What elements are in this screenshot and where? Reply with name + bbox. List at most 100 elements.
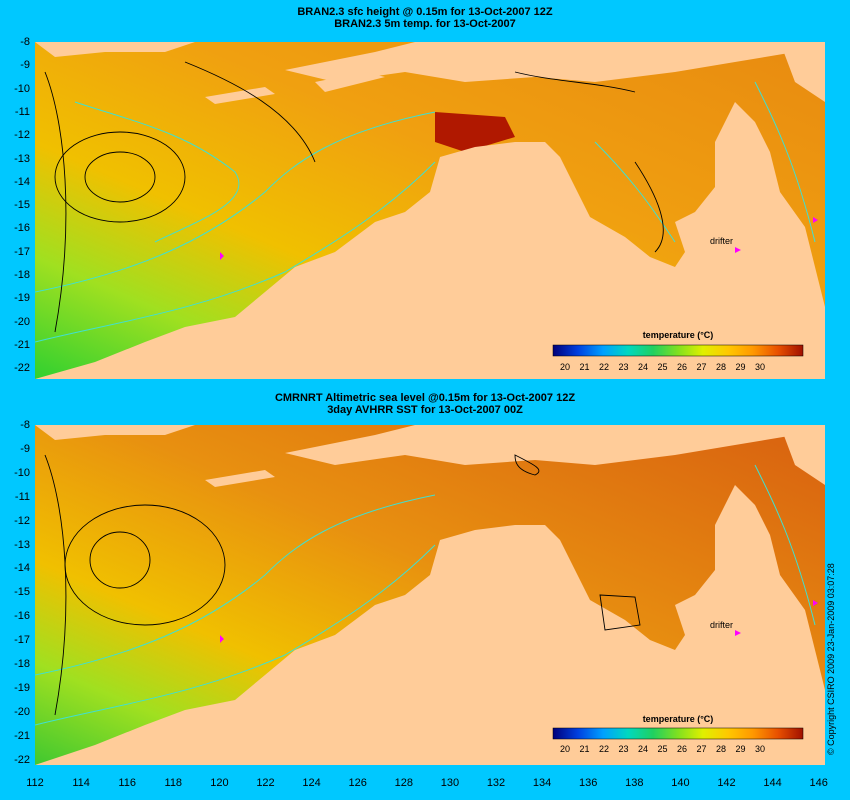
colorbar-tick-label: 28 bbox=[715, 362, 726, 372]
colorbar-tick-label: 22 bbox=[598, 744, 609, 754]
longitude-tick-label: 112 bbox=[26, 777, 44, 789]
longitude-tick-label: 132 bbox=[486, 777, 506, 789]
latitude-tick-label: -14 bbox=[14, 562, 30, 575]
drifter-label: drifter bbox=[710, 236, 734, 246]
colorbar-title: temperature (°C) bbox=[642, 714, 714, 724]
longitude-tick-label: 122 bbox=[256, 777, 275, 789]
black-height-contours bbox=[44, 454, 641, 716]
bottom-map-svg bbox=[35, 425, 825, 765]
top-panel-title-line2: BRAN2.3 5m temp. for 13-Oct-2007 bbox=[334, 18, 516, 30]
colorbar-tick-label: 29 bbox=[735, 744, 746, 754]
latitude-tick-label: -15 bbox=[14, 586, 30, 599]
latitude-tick-label: -8 bbox=[20, 419, 30, 431]
latitude-tick-label: -16 bbox=[14, 222, 30, 235]
small-island bbox=[205, 470, 275, 487]
latitude-tick-label: -13 bbox=[14, 152, 30, 165]
small-island bbox=[315, 72, 385, 92]
longitude-tick-label: 120 bbox=[210, 777, 229, 789]
drifter-marker bbox=[220, 252, 224, 260]
cyan-contours bbox=[35, 464, 816, 726]
drifter-label: drifter bbox=[710, 620, 734, 630]
timor-island bbox=[285, 425, 825, 465]
latitude-tick-label: -17 bbox=[14, 245, 30, 258]
longitude-tick-label: 124 bbox=[302, 777, 321, 789]
latitude-tick-label: -9 bbox=[20, 59, 30, 72]
bottom-panel-title-line1: CMRNRT Altimetric sea level @0.15m for 1… bbox=[274, 392, 576, 404]
colorbar-tick-label: 21 bbox=[579, 744, 590, 754]
longitude-tick-label: 128 bbox=[394, 777, 413, 789]
colorbar-tick-label: 20 bbox=[559, 362, 570, 372]
colorbar-tick-label: 27 bbox=[696, 744, 707, 754]
australia-landmass bbox=[35, 485, 825, 765]
drifter-marker bbox=[735, 630, 741, 636]
colorbar-tick-label: 25 bbox=[657, 744, 668, 754]
latitude-tick-label: -10 bbox=[14, 82, 30, 95]
australia-landmass bbox=[35, 102, 825, 379]
drifter-marker bbox=[813, 600, 818, 606]
top-panel-title-line1: BRAN2.3 sfc height @ 0.15m for 13-Oct-20… bbox=[297, 6, 553, 18]
latitude-tick-label: -19 bbox=[14, 292, 30, 305]
longitude-tick-label: 118 bbox=[164, 777, 183, 789]
drifter-marker bbox=[735, 247, 741, 253]
latitude-tick-label: -18 bbox=[14, 658, 30, 670]
top-map-panel bbox=[35, 42, 825, 379]
longitude-tick-label: 136 bbox=[579, 777, 598, 789]
bottom-map-panel bbox=[35, 425, 825, 765]
colorbar-title: temperature (°C) bbox=[642, 330, 714, 340]
sumba-island bbox=[35, 42, 195, 57]
latitude-tick-label: -18 bbox=[14, 269, 30, 281]
latitude-tick-label: -13 bbox=[14, 538, 30, 551]
colorbar-tick-label: 27 bbox=[696, 362, 707, 372]
longitude-tick-label: 138 bbox=[625, 777, 644, 789]
longitude-tick-label: 126 bbox=[348, 777, 367, 789]
latitude-tick-label: -11 bbox=[14, 105, 30, 118]
timor-island bbox=[285, 42, 825, 82]
latitude-tick-label: -11 bbox=[14, 490, 30, 503]
colorbar-tick-label: 26 bbox=[676, 744, 687, 754]
latitude-tick-label: -9 bbox=[20, 442, 30, 455]
latitude-tick-label: -8 bbox=[20, 36, 30, 48]
longitude-tick-label: 144 bbox=[763, 777, 782, 789]
longitude-tick-label: 142 bbox=[717, 777, 736, 789]
latitude-tick-label: -12 bbox=[14, 129, 30, 142]
colorbar-tick-label: 24 bbox=[637, 744, 648, 754]
hot-sst-patch bbox=[435, 112, 515, 152]
colorbar-tick-label: 30 bbox=[754, 744, 765, 754]
colorbar-tick-label: 22 bbox=[598, 362, 609, 372]
colorbar-tick-label: 25 bbox=[657, 362, 668, 372]
longitude-tick-label: 130 bbox=[440, 777, 460, 789]
latitude-tick-label: -21 bbox=[14, 729, 30, 742]
longitude-tick-label: 134 bbox=[532, 777, 552, 789]
small-island bbox=[205, 87, 275, 104]
longitude-tick-label: 114 bbox=[72, 777, 90, 789]
latitude-tick-label: -16 bbox=[14, 610, 30, 623]
latitude-tick-label: -22 bbox=[14, 753, 30, 766]
latitude-tick-label: -17 bbox=[14, 634, 30, 647]
longitude-tick-label: 146 bbox=[809, 777, 828, 789]
latitude-tick-label: -20 bbox=[14, 315, 30, 328]
latitude-tick-label: -22 bbox=[14, 362, 30, 375]
latitude-tick-label: -15 bbox=[14, 199, 30, 212]
latitude-tick-label: -20 bbox=[14, 705, 30, 718]
colorbar bbox=[552, 344, 804, 357]
longitude-tick-label: 116 bbox=[118, 777, 136, 789]
colorbar-tick-label: 30 bbox=[754, 362, 765, 372]
colorbar-tick-label: 20 bbox=[559, 744, 570, 754]
colorbar-tick-label: 28 bbox=[715, 744, 726, 754]
latitude-tick-label: -21 bbox=[14, 338, 30, 351]
colorbar-tick-label: 24 bbox=[637, 362, 648, 372]
colorbar-tick-label: 29 bbox=[735, 362, 746, 372]
top-map-svg bbox=[35, 42, 825, 379]
new-guinea-land bbox=[780, 42, 825, 102]
drifter-marker bbox=[813, 217, 818, 223]
latitude-tick-label: -12 bbox=[14, 514, 30, 527]
new-guinea-land bbox=[780, 425, 825, 485]
black-height-contours bbox=[44, 61, 664, 333]
latitude-tick-label: -14 bbox=[14, 175, 30, 188]
latitude-tick-label: -10 bbox=[14, 466, 30, 479]
latitude-tick-label: -19 bbox=[14, 681, 30, 694]
cyan-contours bbox=[35, 81, 816, 343]
colorbar-tick-label: 23 bbox=[618, 362, 629, 372]
longitude-tick-label: 140 bbox=[671, 777, 690, 789]
colorbar-tick-label: 26 bbox=[676, 362, 687, 372]
